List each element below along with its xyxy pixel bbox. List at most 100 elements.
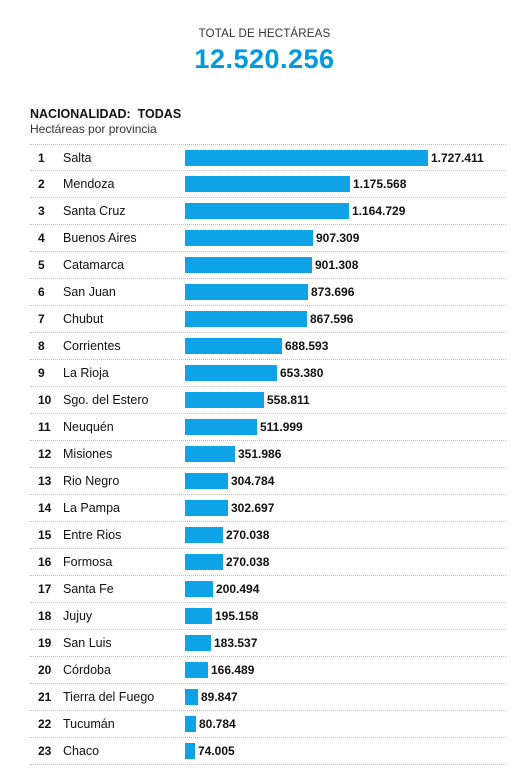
rank-number: 16: [38, 555, 52, 569]
hectares-bar: [185, 203, 349, 219]
province-name: Formosa: [63, 555, 113, 569]
rank-number: 11: [38, 420, 51, 434]
hectares-value-label: 351.986: [238, 447, 282, 461]
rank-number: 12: [38, 447, 52, 461]
province-name: Tucumán: [63, 717, 115, 731]
hectares-bar: [185, 554, 223, 570]
province-row: 16 Formosa 270.038: [30, 549, 506, 576]
province-row: 8 Corrientes 688.593: [30, 333, 506, 360]
rank-number: 20: [38, 663, 52, 677]
hectares-value-label: 1.727.411: [431, 151, 484, 165]
province-name: Córdoba: [63, 663, 111, 677]
hectares-value-label: 89.847: [201, 690, 238, 704]
hectares-bar: [185, 230, 313, 246]
province-row: 1 Salta 1.727.411: [30, 144, 506, 171]
rank-number: 21: [38, 690, 52, 704]
province-name: Chubut: [63, 312, 104, 326]
rank-number: 3: [38, 204, 45, 218]
province-row: 2 Mendoza 1.175.568: [30, 171, 506, 198]
hectares-value-label: 867.596: [310, 312, 354, 326]
province-row: 9 La Rioja 653.380: [30, 360, 506, 387]
province-row: 11 Neuquén 511.999: [30, 414, 506, 441]
section-title: NACIONALIDAD: TODAS: [30, 107, 182, 121]
province-bar-chart: 1 Salta 1.727.411 2 Mendoza 1.175.568 3 Santa C…: [30, 144, 506, 765]
province-name: Tierra del Fuego: [63, 690, 155, 704]
rank-number: 10: [38, 393, 52, 407]
hectares-value-label: 302.697: [231, 501, 275, 515]
rank-number: 23: [38, 744, 52, 758]
rank-number: 19: [38, 636, 52, 650]
province-row: 22 Tucumán 80.784: [30, 711, 506, 738]
rank-number: 9: [38, 366, 45, 380]
hectares-value-label: 873.696: [311, 285, 355, 299]
hectares-bar: [185, 257, 312, 273]
rank-number: 7: [38, 312, 45, 326]
hectares-value-label: 166.489: [211, 663, 255, 677]
province-row: 10 Sgo. del Estero 558.811: [30, 387, 506, 414]
rank-number: 18: [38, 609, 52, 623]
rank-number: 15: [38, 528, 52, 542]
hectares-value-label: 901.308: [315, 258, 359, 272]
province-row: 14 La Pampa 302.697: [30, 495, 506, 522]
province-row: 18 Jujuy 195.158: [30, 603, 506, 630]
hectares-bar: [185, 446, 235, 462]
province-name: La Pampa: [63, 501, 120, 515]
total-hectares-label: TOTAL DE HECTÁREAS: [198, 28, 331, 40]
hectares-value-label: 183.537: [214, 636, 258, 650]
hectares-value-label: 1.175.568: [353, 177, 407, 191]
province-name: Entre Rios: [63, 528, 122, 542]
rank-number: 17: [38, 582, 52, 596]
hectares-value-label: 558.811: [267, 393, 310, 407]
province-name: Salta: [63, 151, 92, 165]
province-row: 13 Rio Negro 304.784: [30, 468, 506, 495]
hectares-value-label: 1.164.729: [352, 204, 406, 218]
total-hectares-value: 12.520.256: [194, 44, 335, 74]
hectares-bar: [185, 176, 350, 192]
province-row: 20 Córdoba 166.489: [30, 657, 506, 684]
hectares-value-label: 304.784: [231, 474, 275, 488]
rank-number: 4: [38, 231, 45, 245]
province-name: Jujuy: [63, 609, 93, 623]
province-row: 19 San Luis 183.537: [30, 630, 506, 657]
hectares-value-label: 270.038: [226, 555, 270, 569]
province-name: Mendoza: [63, 177, 115, 191]
province-row: 5 Catamarca 901.308: [30, 252, 506, 279]
hectares-value-label: 653.380: [280, 366, 324, 380]
province-row: 3 Santa Cruz 1.164.729: [30, 198, 506, 225]
hectares-bar: [185, 743, 195, 759]
section-subtitle: Hectáreas por provincia: [30, 122, 157, 136]
hectares-bar: [185, 608, 212, 624]
hectares-bar: [185, 689, 198, 705]
rank-number: 22: [38, 717, 52, 731]
province-name: Catamarca: [63, 258, 125, 272]
rank-number: 5: [38, 258, 45, 272]
hectares-bar: [185, 500, 228, 516]
hectares-bar: [185, 635, 211, 651]
province-name: Sgo. del Estero: [63, 393, 149, 407]
hectares-bar: [185, 662, 208, 678]
hectares-bar: [185, 338, 282, 354]
hectares-value-label: 200.494: [216, 582, 260, 596]
province-name: Buenos Aires: [63, 231, 137, 245]
province-name: Santa Cruz: [63, 204, 126, 218]
hectares-value-label: 270.038: [226, 528, 270, 542]
rank-number: 6: [38, 285, 45, 299]
hectares-value-label: 74.005: [198, 744, 235, 758]
hectares-bar: [185, 150, 428, 166]
province-name: Corrientes: [63, 339, 121, 353]
province-row: 4 Buenos Aires 907.309: [30, 225, 506, 252]
province-row: 21 Tierra del Fuego 89.847: [30, 684, 506, 711]
hectares-value-label: 80.784: [199, 717, 236, 731]
hectares-bar: [185, 284, 308, 300]
province-row: 7 Chubut 867.596: [30, 306, 506, 333]
hectares-bar: [185, 419, 257, 435]
rank-number: 14: [38, 501, 52, 515]
province-name: Santa Fe: [63, 582, 114, 596]
province-row: 6 San Juan 873.696: [30, 279, 506, 306]
rank-number: 8: [38, 339, 45, 353]
province-name: San Luis: [63, 636, 112, 650]
hectares-bar: [185, 716, 196, 732]
province-row: 17 Santa Fe 200.494: [30, 576, 506, 603]
hectares-value-label: 195.158: [215, 609, 259, 623]
hectares-bar: [185, 392, 264, 408]
